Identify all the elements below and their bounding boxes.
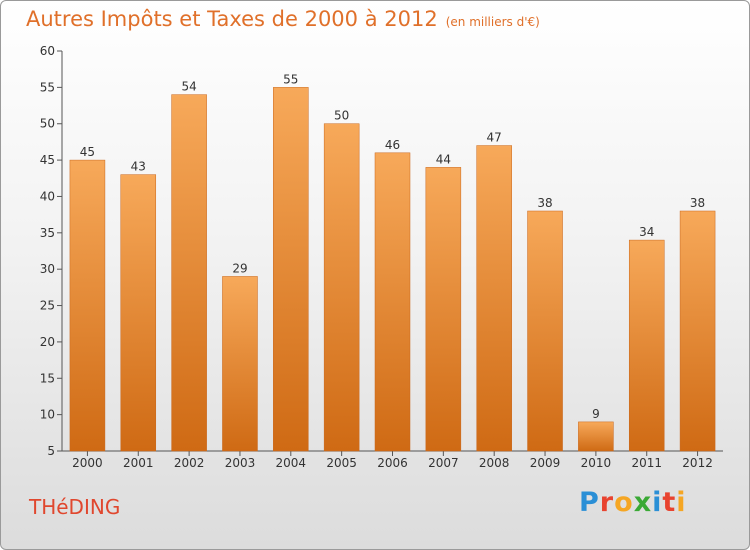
x-tick-label: 2008: [479, 456, 510, 470]
bar: [323, 123, 360, 452]
y-tick-label: 20: [40, 335, 55, 349]
value-label: 44: [436, 152, 451, 166]
y-tick-label: 25: [40, 299, 55, 313]
brand-letter: o: [614, 487, 634, 518]
y-tick-label: 5: [47, 444, 55, 458]
x-tick-label: 2011: [631, 456, 662, 470]
brand-letter: r: [599, 487, 615, 518]
y-tick-label: 45: [40, 153, 55, 167]
brand-letter: i: [676, 487, 687, 518]
value-label: 38: [690, 196, 705, 210]
value-label: 47: [487, 131, 502, 145]
value-label: 45: [80, 145, 95, 159]
brand-letter: t: [662, 487, 677, 518]
bar: [425, 167, 462, 452]
brand-letter: P: [579, 487, 600, 518]
value-label: 9: [592, 407, 600, 421]
bar: [273, 87, 309, 452]
brand-letter: i: [652, 487, 663, 518]
bar: [69, 159, 106, 452]
y-tick-label: 30: [40, 262, 55, 276]
bar: [476, 145, 512, 452]
x-tick-label: 2006: [377, 456, 408, 470]
bar: [578, 421, 614, 452]
commune-name: THéDING: [29, 495, 121, 519]
x-tick-label: 2010: [581, 456, 612, 470]
bar: [679, 210, 716, 452]
bar: [171, 94, 207, 452]
x-tick-label: 2003: [225, 456, 256, 470]
x-tick-label: 2009: [530, 456, 561, 470]
axes: 5 10 15 20 25 30 35 40 45 50 55 60 2000 2001 2002 2003 2…: [40, 44, 723, 470]
y-tick-label: 50: [40, 117, 55, 131]
labels: 45 43 54 29 55 50 46 44 47 38 9 34 38: [80, 72, 705, 421]
y-tick-label: 10: [40, 408, 55, 422]
brand-logo: Proxiti: [579, 487, 687, 518]
y-tick-label: 15: [40, 371, 55, 385]
brand-letter: x: [633, 487, 653, 518]
y-tick-label: 55: [40, 80, 55, 94]
x-tick-label: 2007: [428, 456, 459, 470]
value-label: 55: [283, 72, 298, 86]
x-tick-label: 2012: [682, 456, 713, 470]
x-tick-label: 2000: [72, 456, 103, 470]
y-tick-label: 40: [40, 189, 55, 203]
value-label: 43: [131, 160, 146, 174]
x-tick-label: 2001: [123, 456, 154, 470]
chart-title: Autres Impôts et Taxes de 2000 à 2012 (en…: [26, 7, 540, 31]
bars: [69, 87, 716, 452]
y-tick-label: 35: [40, 226, 55, 240]
y-tick-label: 60: [40, 44, 55, 58]
chart-title-text: Autres Impôts et Taxes de 2000 à 2012: [26, 7, 438, 31]
value-label: 34: [639, 225, 654, 239]
bar: [374, 152, 411, 452]
value-label: 29: [232, 261, 247, 275]
x-tick-label: 2002: [174, 456, 205, 470]
x-tick-label: 2005: [326, 456, 357, 470]
value-label: 46: [385, 138, 400, 152]
value-label: 54: [181, 80, 196, 94]
x-tick-label: 2004: [276, 456, 307, 470]
bar: [120, 174, 157, 452]
bar: [527, 210, 563, 452]
bar: [628, 239, 665, 452]
value-label: 38: [537, 196, 552, 210]
bar: [222, 276, 258, 452]
chart-unit: (en milliers d'€): [445, 15, 540, 29]
value-label: 50: [334, 109, 349, 123]
